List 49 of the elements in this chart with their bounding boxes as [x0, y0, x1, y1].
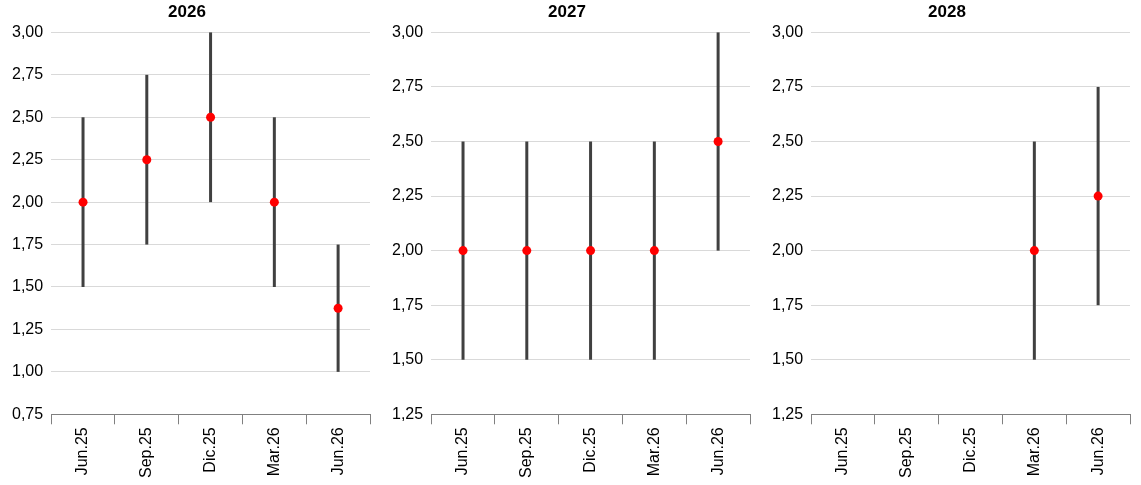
point: [269, 197, 279, 207]
point: [206, 112, 216, 122]
x-tick-label: Jun.26: [328, 427, 346, 476]
y-tick-label: 1,50: [772, 350, 804, 368]
y-tick-label: 0,75: [12, 404, 44, 422]
y-tick-label: 3,00: [12, 22, 44, 40]
x-tick-label: Dic.25: [200, 427, 218, 473]
chart-title: 2026: [168, 1, 206, 21]
y-tick-label: 1,00: [12, 362, 44, 380]
y-tick-label: 1,25: [12, 319, 44, 337]
x-tick-label: Jun.26: [1088, 427, 1106, 476]
x-tick-label: Jun.26: [708, 427, 726, 476]
y-tick-label: 2,50: [772, 131, 804, 149]
chart-title: 2028: [928, 1, 966, 21]
y-tick-label: 2,25: [772, 186, 804, 204]
chart-title: 2027: [548, 1, 586, 21]
y-tick-label: 2,75: [392, 77, 424, 95]
y-tick-label: 1,25: [772, 404, 804, 422]
y-tick-label: 2,25: [392, 186, 424, 204]
point: [78, 197, 88, 207]
y-tick-label: 2,25: [12, 150, 44, 168]
point: [142, 155, 152, 165]
x-tick-label: Mar.26: [1024, 427, 1042, 477]
y-tick-label: 1,75: [772, 295, 804, 313]
y-tick-label: 2,75: [772, 77, 804, 95]
y-tick-label: 1,50: [392, 350, 424, 368]
x-tick-label: Sep.25: [137, 427, 155, 479]
x-tick-label: Jun.25: [453, 427, 471, 476]
x-tick-label: Dic.25: [580, 427, 598, 473]
y-tick-label: 1,75: [392, 295, 424, 313]
y-tick-label: 2,50: [12, 107, 44, 125]
y-tick-label: 3,00: [392, 22, 424, 40]
x-tick-label: Sep.25: [897, 427, 915, 479]
y-tick-label: 2,00: [392, 241, 424, 259]
x-tick-label: Jun.25: [73, 427, 91, 476]
y-tick-label: 2,00: [12, 192, 44, 210]
y-tick-label: 2,00: [772, 241, 804, 259]
y-tick-label: 1,50: [12, 277, 44, 295]
y-tick-label: 2,75: [12, 65, 44, 83]
x-tick-label: Mar.26: [264, 427, 282, 477]
x-tick-label: Sep.25: [517, 427, 535, 479]
point: [333, 303, 343, 313]
y-tick-label: 1,75: [12, 234, 44, 252]
y-tick-label: 1,25: [392, 404, 424, 422]
y-tick-label: 3,00: [772, 22, 804, 40]
x-tick-label: Mar.26: [644, 427, 662, 477]
x-tick-label: Jun.25: [833, 427, 851, 476]
x-tick-label: Dic.25: [960, 427, 978, 473]
y-tick-label: 2,50: [392, 131, 424, 149]
